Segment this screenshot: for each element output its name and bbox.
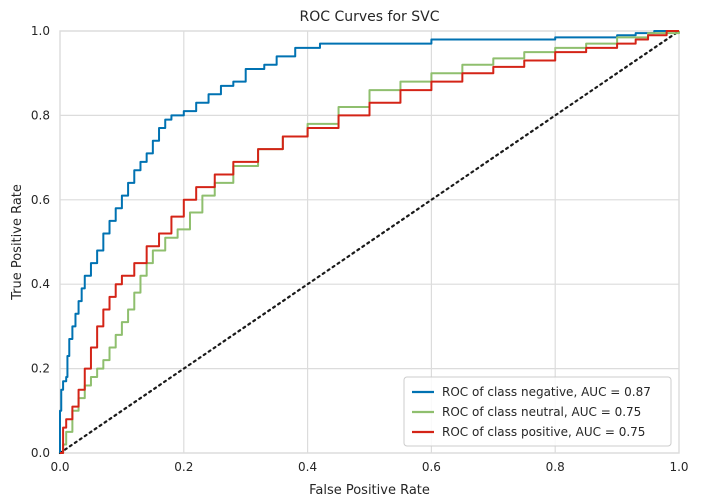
x-tick-label: 1.0 xyxy=(669,460,688,474)
x-tick-label: 0.6 xyxy=(422,460,441,474)
series-line-2 xyxy=(60,30,679,454)
y-tick-label: 0.4 xyxy=(31,277,50,291)
legend-box xyxy=(403,376,672,447)
reference-diagonal xyxy=(58,29,681,455)
chart-title: ROC Curves for SVC xyxy=(300,9,440,25)
series-line-0 xyxy=(59,30,679,453)
y-tick-label: 0.0 xyxy=(31,446,50,460)
legend-label-0: ROC of class negative, AUC = 0.87 xyxy=(442,385,651,399)
tick-labels: 0.0 0.2 0.4 0.6 0.8 1.0 0.0 0.2 0.4 0.6 0.8 1.0 xyxy=(31,24,689,474)
series-line-1 xyxy=(60,31,680,454)
reference-line xyxy=(58,29,681,455)
y-axis-label: True Positive Rate xyxy=(10,184,25,301)
x-tick-label: 0.0 xyxy=(50,460,69,474)
x-tick-label: 0.4 xyxy=(298,460,317,474)
x-tick-label: 0.2 xyxy=(174,460,193,474)
x-axis-label: False Positive Rate xyxy=(309,483,430,498)
x-tick-label: 0.8 xyxy=(546,460,565,474)
y-tick-label: 1.0 xyxy=(31,24,50,38)
legend-label-1: ROC of class neutral, AUC = 0.75 xyxy=(442,405,641,419)
y-tick-label: 0.6 xyxy=(31,193,50,207)
y-tick-label: 0.8 xyxy=(31,108,50,122)
legend-label-2: ROC of class positive, AUC = 0.75 xyxy=(442,425,645,439)
legend: ROC of class negative, AUC = 0.87 ROC of … xyxy=(403,376,672,447)
roc-series xyxy=(59,30,680,454)
y-tick-label: 0.2 xyxy=(31,362,50,376)
